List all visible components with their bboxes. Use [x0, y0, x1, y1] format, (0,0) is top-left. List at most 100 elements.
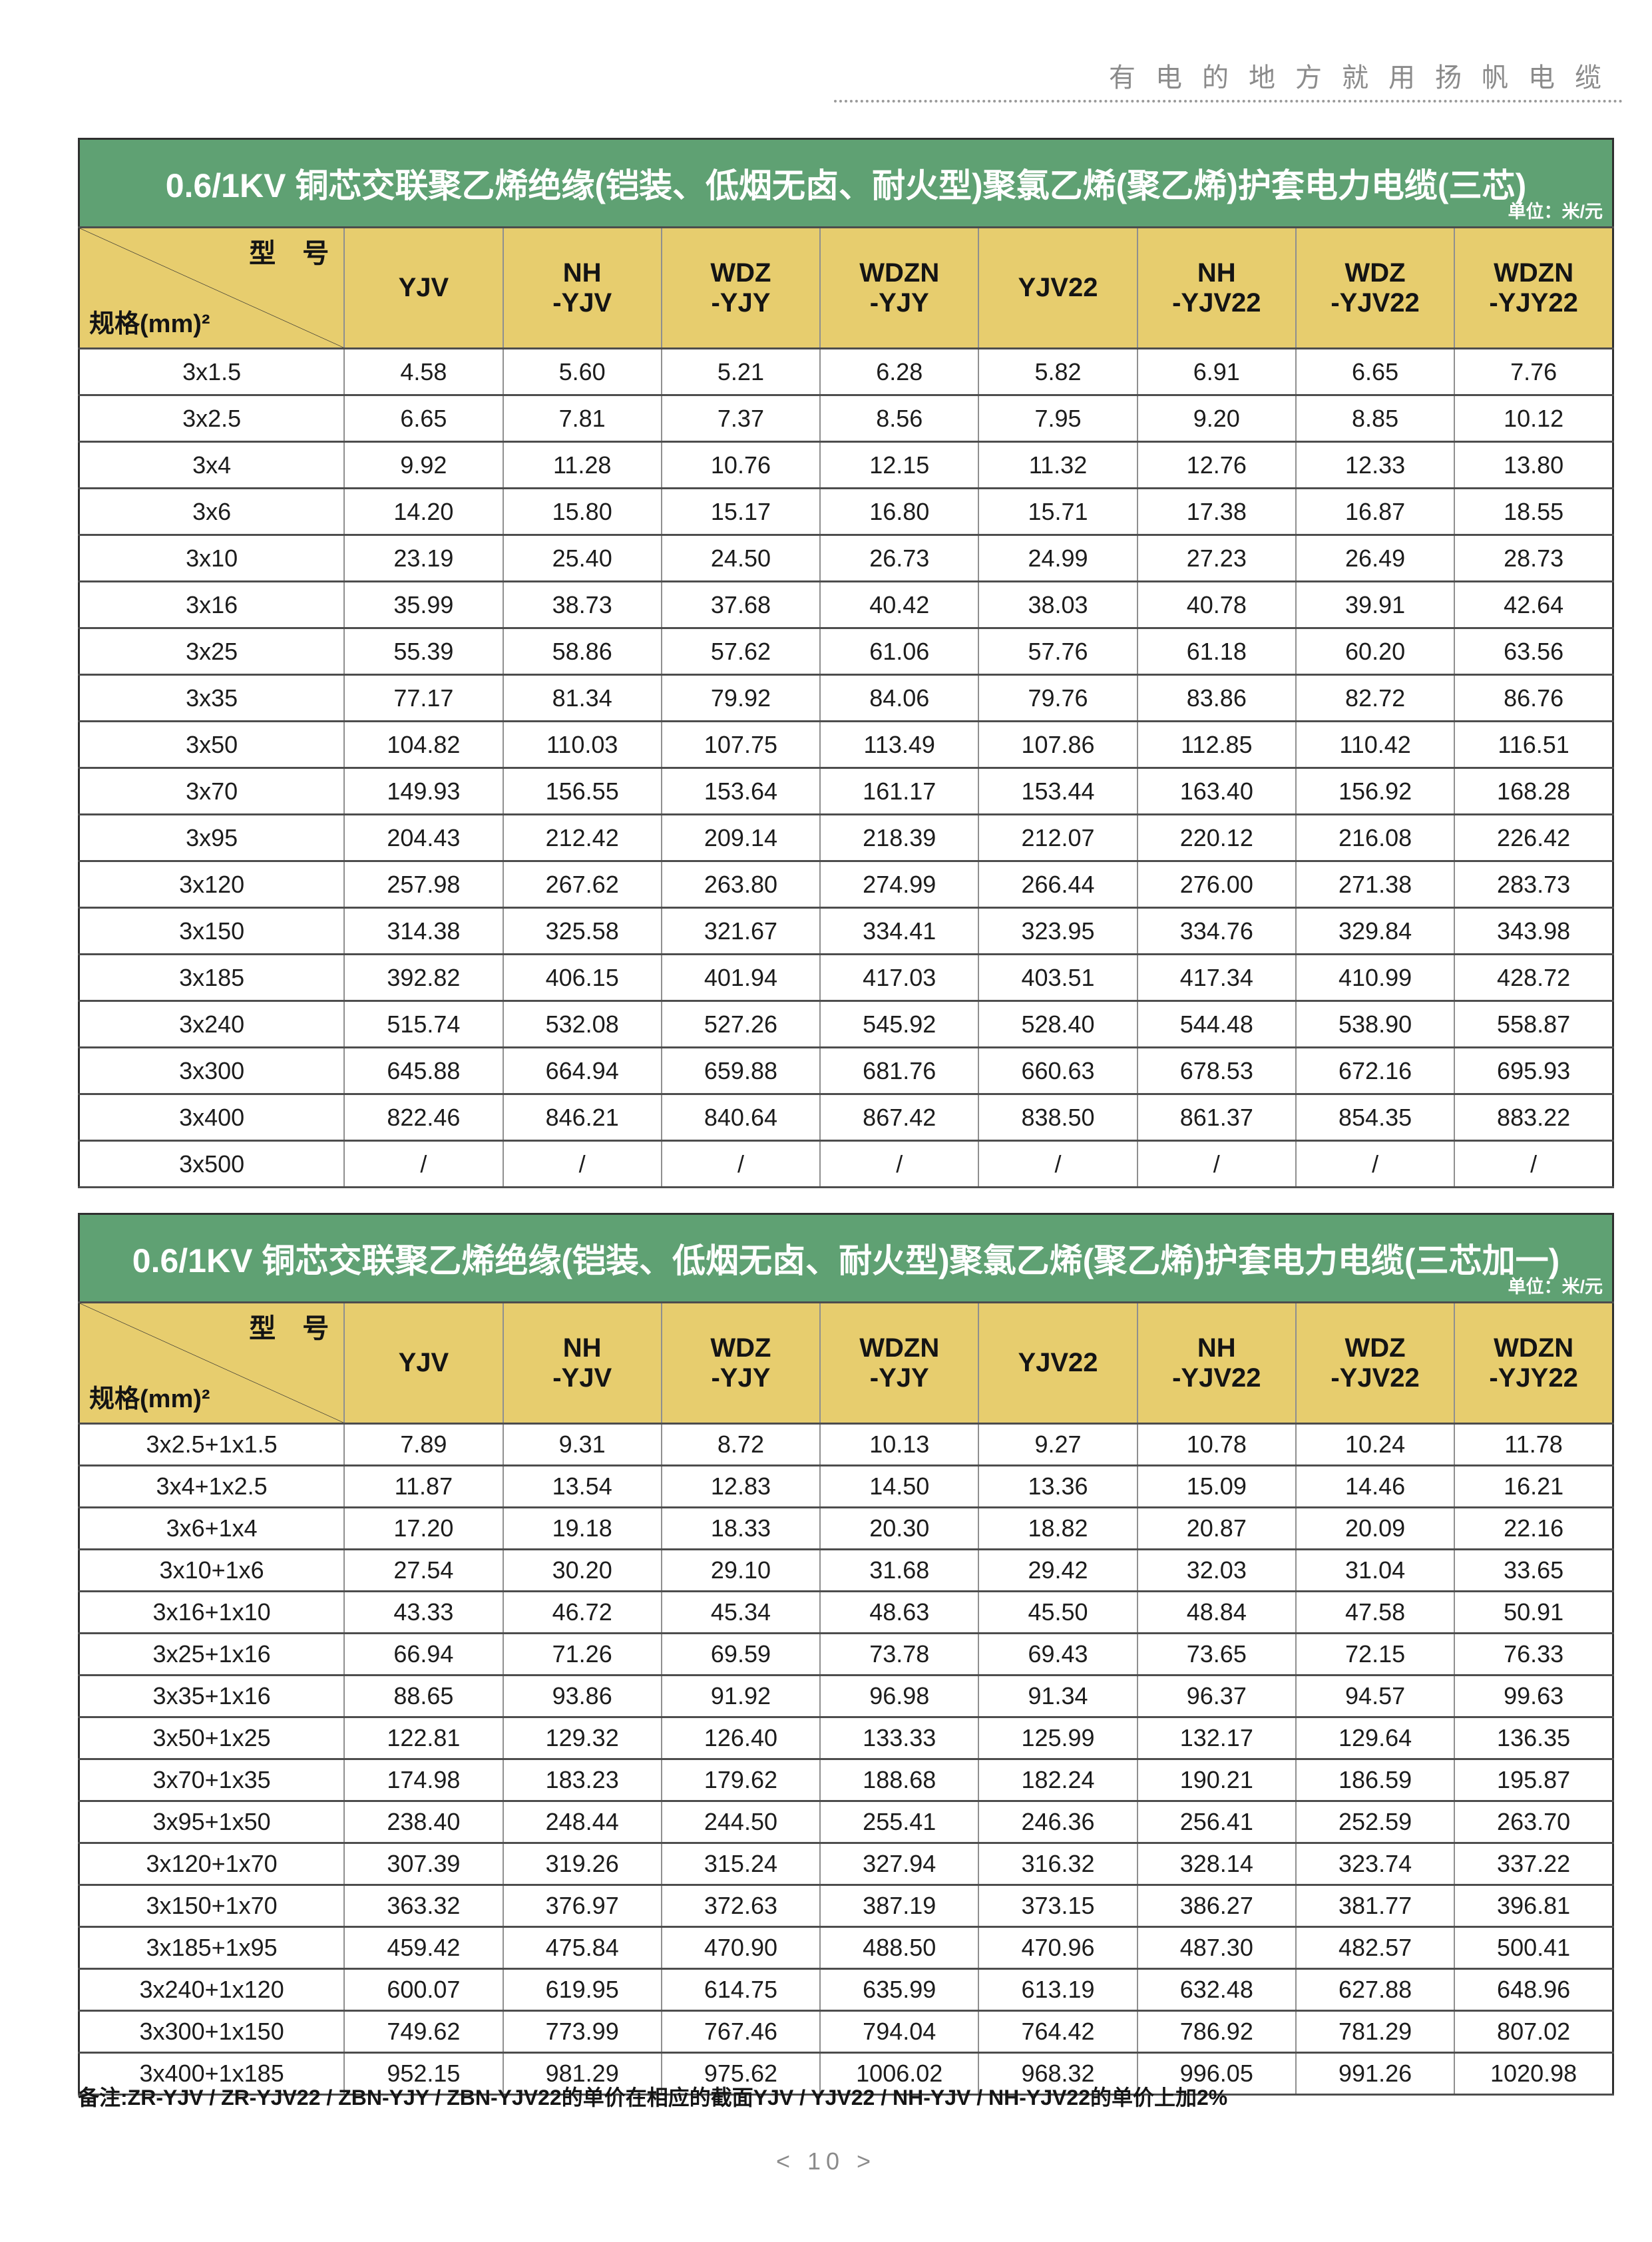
price-cell: 226.42 — [1454, 813, 1614, 863]
spec-cell: 3x120 — [78, 860, 345, 909]
spec-cell: 3x2.5+1x1.5 — [78, 1423, 345, 1467]
spec-cell: 3x6 — [78, 487, 345, 537]
table-row: 3x300+1x150 749.62 773.99 767.46 794.04 764.4… — [78, 2010, 1614, 2054]
price-cell: 16.21 — [1454, 1464, 1614, 1509]
price-cell: 186.59 — [1295, 1758, 1456, 1803]
table-row: 3x2.5+1x1.5 7.89 9.31 8.72 10.13 9.27 10.78 10.… — [78, 1423, 1614, 1467]
table-row: 3x25+1x16 66.94 71.26 69.59 73.78 69.43 73.65 7… — [78, 1632, 1614, 1677]
corner-model-label: 型 号 — [249, 239, 329, 268]
price-cell: 246.36 — [978, 1800, 1138, 1845]
price-cell: 22.16 — [1454, 1506, 1614, 1551]
price-cell: 681.76 — [819, 1046, 980, 1096]
spec-cell: 3x10 — [78, 534, 345, 583]
spec-cell: 3x4+1x2.5 — [78, 1464, 345, 1509]
price-cell: 61.06 — [819, 627, 980, 676]
price-cell: 26.73 — [819, 534, 980, 583]
table-row: 3x4 9.92 11.28 10.76 12.15 11.32 12.76 12.33 13.… — [78, 441, 1614, 490]
price-cell: / — [660, 1140, 821, 1189]
price-cell: 315.24 — [660, 1842, 821, 1887]
price-cell: 406.15 — [502, 953, 662, 1003]
price-cell: 218.39 — [819, 813, 980, 863]
price-cell: 61.18 — [1136, 627, 1297, 676]
price-cell: 96.98 — [819, 1674, 980, 1719]
price-cell: 10.78 — [1136, 1423, 1297, 1467]
price-cell: 57.76 — [978, 627, 1138, 676]
corner-model-label: 型 号 — [249, 1314, 329, 1343]
price-cell: 487.30 — [1136, 1926, 1297, 1970]
price-cell: 94.57 — [1295, 1674, 1456, 1719]
diagonal-divider-icon — [80, 228, 343, 347]
price-cell: 329.84 — [1295, 907, 1456, 956]
page-number: < 10 > — [775, 2147, 877, 2175]
price-cell: 19.18 — [502, 1506, 662, 1551]
price-cell: 11.78 — [1454, 1423, 1614, 1467]
price-cell: 113.49 — [819, 720, 980, 770]
price-cell: 129.32 — [502, 1716, 662, 1761]
price-cell: 334.76 — [1136, 907, 1297, 956]
price-cell: 84.06 — [819, 674, 980, 723]
price-cell: / — [819, 1140, 980, 1189]
price-cell: 764.42 — [978, 2010, 1138, 2054]
price-cell: 952.15 — [343, 2052, 504, 2096]
spec-cell: 3x185 — [78, 953, 345, 1003]
price-cell: 69.43 — [978, 1632, 1138, 1677]
price-cell: 248.44 — [502, 1800, 662, 1845]
table-row: 3x400 822.46 846.21 840.64 867.42 838.50 861.3… — [78, 1093, 1614, 1142]
price-cell: 7.95 — [978, 394, 1138, 443]
price-cell: 6.91 — [1136, 347, 1297, 397]
column-header: YJV — [343, 1301, 504, 1425]
price-cell: / — [343, 1140, 504, 1189]
price-cell: 373.15 — [978, 1884, 1138, 1928]
price-cell: 614.75 — [660, 1968, 821, 2012]
price-cell: 125.99 — [978, 1716, 1138, 1761]
price-cell: 31.04 — [1295, 1548, 1456, 1593]
price-cell: / — [1136, 1140, 1297, 1189]
price-cell: 9.31 — [502, 1423, 662, 1467]
table-row: 3x300 645.88 664.94 659.88 681.76 660.63 678.5… — [78, 1046, 1614, 1096]
price-cell: 110.03 — [502, 720, 662, 770]
price-cell: 500.41 — [1454, 1926, 1614, 1970]
column-header: WDZ -YJY — [660, 226, 821, 350]
price-cell: 153.44 — [978, 767, 1138, 816]
table-row: 3x240+1x120 600.07 619.95 614.75 635.99 613.1… — [78, 1968, 1614, 2012]
price-cell: 27.54 — [343, 1548, 504, 1593]
price-cell: 238.40 — [343, 1800, 504, 1845]
spec-cell: 3x35 — [78, 674, 345, 723]
column-header: WDZ -YJV22 — [1295, 226, 1456, 350]
price-cell: 1020.98 — [1454, 2052, 1614, 2096]
corner-spec-label: 规格(mm)² — [89, 310, 210, 338]
price-cell: 212.07 — [978, 813, 1138, 863]
price-cell: 63.56 — [1454, 627, 1614, 676]
price-cell: 47.58 — [1295, 1590, 1456, 1635]
price-cell: 7.81 — [502, 394, 662, 443]
price-cell: / — [1454, 1140, 1614, 1189]
price-cell: 32.03 — [1136, 1548, 1297, 1593]
price-cell: 43.33 — [343, 1590, 504, 1635]
price-cell: 314.38 — [343, 907, 504, 956]
column-header: YJV22 — [978, 226, 1138, 350]
price-cell: 10.12 — [1454, 394, 1614, 443]
spec-cell: 3x150 — [78, 907, 345, 956]
price-cell: 13.80 — [1454, 441, 1614, 490]
price-cell: 15.17 — [660, 487, 821, 537]
header-row: 型 号 规格(mm)² YJV NH -YJV WDZ -YJY WDZN -YJY Y… — [78, 226, 1614, 350]
price-cell: 20.09 — [1295, 1506, 1456, 1551]
price-cell: 307.39 — [343, 1842, 504, 1887]
price-cell: 244.50 — [660, 1800, 821, 1845]
price-cell: 470.96 — [978, 1926, 1138, 1970]
price-cell: 71.26 — [502, 1632, 662, 1677]
table-row: 3x2.5 6.65 7.81 7.37 8.56 7.95 9.20 8.85 10.12 — [78, 394, 1614, 443]
price-cell: 319.26 — [502, 1842, 662, 1887]
price-cell: 15.71 — [978, 487, 1138, 537]
price-cell: 76.33 — [1454, 1632, 1614, 1677]
spec-cell: 3x70+1x35 — [78, 1758, 345, 1803]
price-cell: 532.08 — [502, 1000, 662, 1049]
price-cell: 396.81 — [1454, 1884, 1614, 1928]
column-header: NH -YJV22 — [1136, 1301, 1297, 1425]
spec-cell: 3x240 — [78, 1000, 345, 1049]
price-cell: 46.72 — [502, 1590, 662, 1635]
corner-cell: 型 号 规格(mm)² — [78, 1301, 345, 1425]
price-cell: 40.42 — [819, 580, 980, 630]
price-cell: 4.58 — [343, 347, 504, 397]
price-cell: 632.48 — [1136, 1968, 1297, 2012]
